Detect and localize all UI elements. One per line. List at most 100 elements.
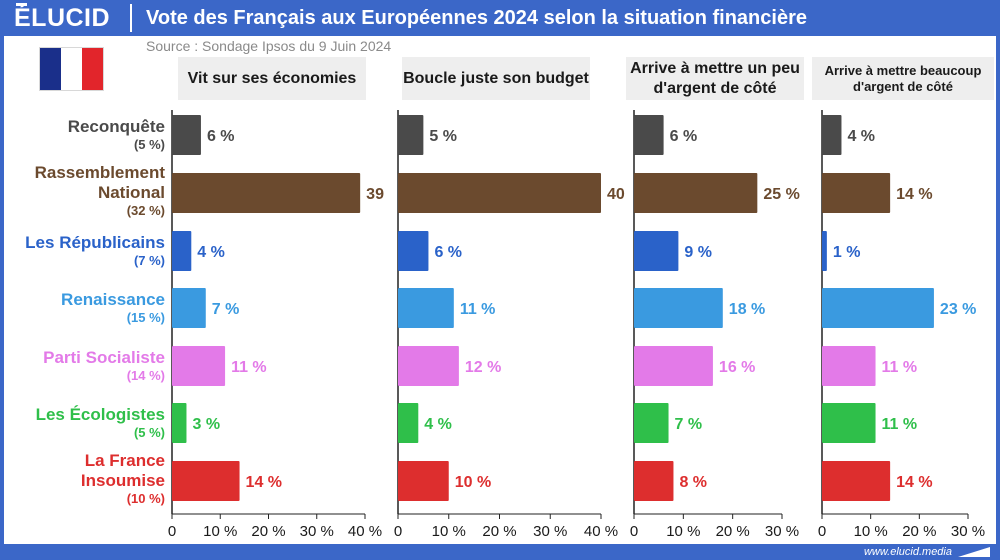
party-name: Renaissance <box>61 290 165 309</box>
bar <box>634 403 669 443</box>
bar-value-label: 4 % <box>847 128 875 145</box>
panel-2: 0 10 % 20 % 30 % 40 % 5 % 40 6 % 11 % 12 % 4 % 10 % <box>394 110 625 540</box>
bar-value-label: 9 % <box>684 244 712 261</box>
bar-value-label: 14 % <box>246 474 282 491</box>
party-label-la-france-insoumise: La France Insoumise (10 %) <box>15 451 165 507</box>
bar-value-label: 18 % <box>729 301 765 318</box>
panel-4: 0 10 % 20 % 30 % 4 % 14 % 1 % 23 % 11 % 11 % 14 % <box>818 110 985 540</box>
party-label-les-republicains: Les Républicains (7 %) <box>25 233 165 269</box>
bar-value-label: 3 % <box>192 416 220 433</box>
x-tick-label: 30 % <box>951 523 985 540</box>
bar <box>398 231 429 271</box>
bar <box>172 288 206 328</box>
elucid-logo[interactable]: ÉLUCID <box>14 4 111 32</box>
x-tick-label: 0 <box>818 523 826 540</box>
chart-title: Vote des Français aux Européennes 2024 s… <box>146 7 807 29</box>
footer-bar: www.elucid.media <box>0 544 1000 560</box>
bar <box>634 288 723 328</box>
party-name: Rassemblement National <box>34 163 165 202</box>
bar-value-label: 14 % <box>896 186 932 203</box>
x-tick-label: 30 % <box>300 523 334 540</box>
bar <box>172 115 201 155</box>
party-name: La France Insoumise <box>80 451 165 490</box>
panel-3: 0 10 % 20 % 30 % 6 % 25 % 9 % 18 % 16 % 7 % 8 % <box>630 110 800 540</box>
x-tick-label: 10 % <box>432 523 466 540</box>
footer-url[interactable]: www.elucid.media <box>863 546 952 558</box>
flag-stripe-red <box>82 48 103 90</box>
bar <box>822 346 876 386</box>
party-label-parti-socialiste: Parti Socialiste (14 %) <box>43 348 165 384</box>
bar-value-label: 1 % <box>833 244 861 261</box>
x-tick-label: 20 % <box>482 523 516 540</box>
panel-header-budget: Boucle juste son budget <box>402 57 590 100</box>
france-flag-icon <box>40 48 103 90</box>
bar-value-label: 11 % <box>882 416 918 433</box>
footer-arrow-icon <box>958 547 990 557</box>
bar-value-label: 40 <box>607 186 625 203</box>
bar-value-label: 4 % <box>197 244 225 261</box>
party-name: Les Républicains <box>25 233 165 252</box>
bar-value-label: 11 % <box>231 359 267 376</box>
header-separator <box>130 4 132 32</box>
bar <box>172 346 226 386</box>
bar <box>634 115 664 155</box>
party-overall-score: (5 %) <box>133 137 165 152</box>
flag-stripe-white <box>61 48 82 90</box>
source-note: Source : Sondage Ipsos du 9 Juin 2024 <box>146 38 392 54</box>
bar <box>398 346 459 386</box>
bar <box>172 461 240 501</box>
bar-value-label: 12 % <box>465 359 501 376</box>
x-tick-label: 40 % <box>584 523 618 540</box>
panel-header-some-savings: Arrive à mettre un peu d'argent de côté <box>626 57 804 100</box>
bar <box>398 403 419 443</box>
party-overall-score: (10 %) <box>126 491 165 506</box>
bar <box>172 231 192 271</box>
party-name: Reconquête <box>67 117 165 136</box>
party-overall-score: (15 %) <box>126 310 165 325</box>
bar <box>634 461 674 501</box>
party-name: Les Écologistes <box>35 405 165 424</box>
left-border <box>0 36 4 544</box>
bar-value-label: 6 % <box>207 128 235 145</box>
x-tick-label: 40 % <box>348 523 382 540</box>
bar <box>634 231 679 271</box>
bar-value-label: 25 % <box>763 186 799 203</box>
right-border <box>996 36 1000 544</box>
bar <box>172 173 361 213</box>
x-tick-label: 10 % <box>666 523 700 540</box>
panel-header-many-savings: Arrive à mettre beaucoup d'argent de côt… <box>812 57 994 100</box>
x-tick-label: 0 <box>168 523 176 540</box>
bar <box>822 403 876 443</box>
bar <box>398 461 449 501</box>
panel-1: 0 10 % 20 % 30 % 40 % 6 % 39 4 % 7 % 11 % 3 % 14 % <box>168 110 384 540</box>
bar <box>822 173 891 213</box>
party-label-reconquete: Reconquête (5 %) <box>68 117 165 153</box>
bar-value-label: 7 % <box>675 416 703 433</box>
party-overall-score: (32 %) <box>126 203 165 218</box>
flag-stripe-blue <box>40 48 61 90</box>
bar-value-label: 6 % <box>670 128 698 145</box>
bar-value-label: 5 % <box>429 128 457 145</box>
x-tick-label: 20 % <box>902 523 936 540</box>
x-tick-label: 20 % <box>716 523 750 540</box>
party-label-rassemblement-national: Rassemblement National (32 %) <box>15 163 165 219</box>
bar <box>172 403 187 443</box>
bar-value-label: 39 <box>366 186 384 203</box>
bar-value-label: 16 % <box>719 359 755 376</box>
x-tick-label: 20 % <box>251 523 285 540</box>
bar <box>398 288 454 328</box>
party-overall-score: (14 %) <box>126 368 165 383</box>
bar-value-label: 8 % <box>679 474 707 491</box>
party-name: Parti Socialiste <box>43 348 165 367</box>
x-tick-label: 10 % <box>854 523 888 540</box>
panel-header-savings: Vit sur ses économies <box>178 57 366 100</box>
bar-value-label: 23 % <box>940 301 976 318</box>
bar-value-label: 6 % <box>434 244 462 261</box>
bar-value-label: 11 % <box>882 359 918 376</box>
bar <box>634 346 713 386</box>
x-tick-label: 30 % <box>765 523 799 540</box>
party-label-les-ecologistes: Les Écologistes (5 %) <box>36 405 165 441</box>
bar <box>634 173 758 213</box>
bar-value-label: 4 % <box>424 416 452 433</box>
